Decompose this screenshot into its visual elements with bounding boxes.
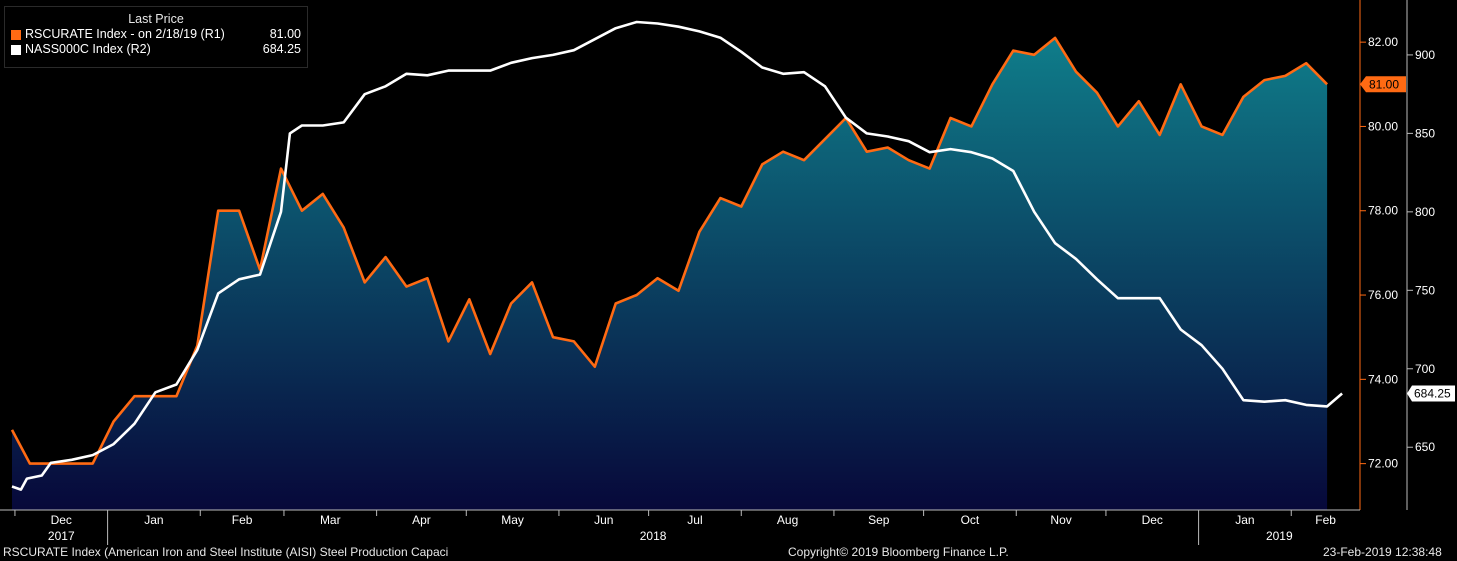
x-month-label: Jan [1235,513,1254,527]
r2-tick-label: 750 [1415,283,1435,297]
x-month-label: Dec [1142,513,1163,527]
legend-swatch-nass [11,44,21,55]
x-month-label: Feb [232,513,253,527]
legend-swatch-rscurate [11,29,21,40]
x-axis-ticks: Dec Jan Feb Mar Apr May Jun Jul Aug Sep Oct Nov Dec J… [14,510,1336,545]
r2-last-value-box [1407,385,1455,402]
legend: Last Price RSCURATE Index - on 2/18/19 (… [4,6,308,68]
r2-last-value-label: 684.25 [1414,386,1451,400]
legend-row-rscurate: RSCURATE Index - on 2/18/19 (R1) 81.00 [5,27,307,42]
legend-row-nass: NASS000C Index (R2) 684.25 [5,42,307,57]
legend-label-rscurate: RSCURATE Index - on 2/18/19 (R1) [25,27,225,41]
r1-tick-label: 76.00 [1368,288,1398,302]
x-month-label: Jan [144,513,163,527]
x-month-label: Aug [777,513,798,527]
r2-tick-label: 900 [1415,48,1435,62]
x-month-label: May [501,513,524,527]
x-year-label: 2019 [1266,529,1293,543]
footer-source: RSCURATE Index (American Iron and Steel … [3,545,449,559]
r1-last-value-box [1360,76,1406,93]
x-month-label: Sep [868,513,890,527]
rscurate-area-fill [12,37,1328,511]
x-month-label: Apr [412,513,431,527]
r2-tick-label: 800 [1415,205,1435,219]
r1-tick-label: 80.00 [1368,119,1398,133]
last-value-labels: 81.00 684.25 [1360,76,1455,402]
r1-tick-label: 82.00 [1368,35,1398,49]
x-month-label: Feb [1315,513,1336,527]
x-year-label: 2018 [640,529,667,543]
x-month-label: Oct [961,513,980,527]
r1-tick-label: 72.00 [1368,457,1398,471]
rscurate-line [10,36,1329,465]
x-month-label: Jul [687,513,702,527]
x-month-label: Nov [1050,513,1071,527]
x-month-label: Dec [51,513,72,527]
r2-tick-label: 700 [1415,362,1435,376]
footer-timestamp: 23-Feb-2019 12:38:48 [1323,545,1442,559]
r2-tick-label: 850 [1415,126,1435,140]
r2-tick-label: 650 [1415,440,1435,454]
r1-axis-ticks: 72.00 74.00 76.00 78.00 80.00 82.00 [1360,35,1398,471]
x-month-label: Jun [594,513,613,527]
x-month-label: Mar [320,513,341,527]
nass-line [11,20,1343,491]
legend-label-nass: NASS000C Index (R2) [25,42,151,56]
footer-copyright: Copyright© 2019 Bloomberg Finance L.P. [788,545,1009,559]
r1-tick-label: 78.00 [1368,204,1398,218]
x-year-label: 2017 [48,529,75,543]
legend-heading: Last Price [128,12,184,26]
legend-value-rscurate: 81.00 [269,27,301,41]
r1-last-value-label: 81.00 [1369,77,1399,91]
legend-value-nass: 684.25 [262,42,301,56]
r2-axis-ticks: 650 700 750 800 850 900 [1407,48,1435,454]
r1-tick-label: 74.00 [1368,372,1398,386]
